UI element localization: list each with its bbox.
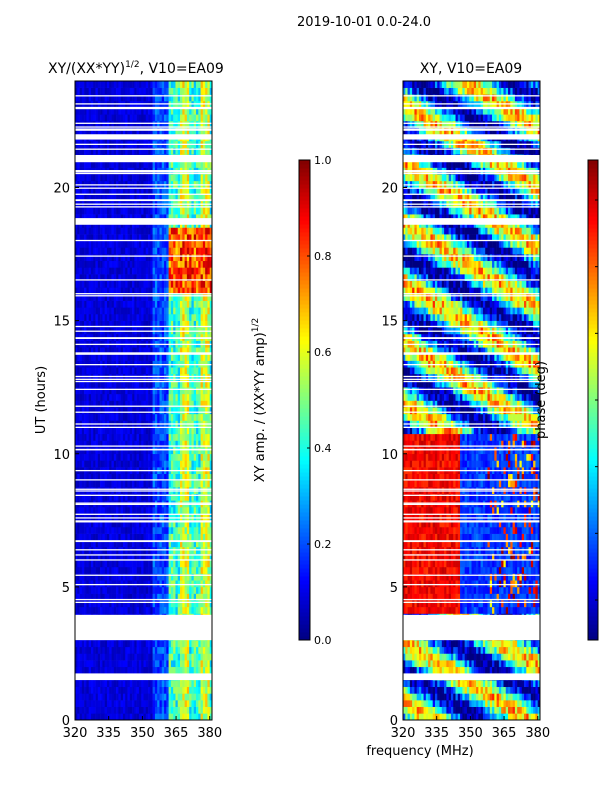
y-tick-label: 20 bbox=[53, 182, 70, 197]
colorbar-tick-label: 0.6 bbox=[314, 346, 332, 359]
amp-heatmap bbox=[75, 81, 213, 721]
amp-panel: XY/(XX*YY)1/2, V10=EA09 320 335 350 365 380 … bbox=[34, 60, 224, 741]
phase-colorbar: −150−100−50050100150 phase (deg) bbox=[534, 159, 599, 641]
amp-title-rest: , V10=EA09 bbox=[140, 61, 224, 77]
x-tick-label: 335 bbox=[96, 726, 121, 741]
y-tick-label: 10 bbox=[53, 448, 70, 463]
colorbar-tick-label: 1.0 bbox=[314, 154, 332, 167]
x-tick-label: 380 bbox=[525, 726, 550, 741]
amp-colorbar-ticks: 0.0 0.2 0.4 0.6 0.8 1.0 bbox=[307, 154, 332, 647]
colorbar-tick-label: 0.0 bbox=[314, 634, 332, 647]
phase-axes-frame bbox=[402, 80, 541, 721]
y-tick-label: 15 bbox=[381, 315, 398, 330]
y-tick-label: 0 bbox=[390, 714, 398, 729]
x-tick-label: 320 bbox=[63, 726, 88, 741]
phase-x-ticks: 320 335 350 365 380 bbox=[391, 716, 550, 741]
x-tick-label: 380 bbox=[197, 726, 222, 741]
x-tick-label: 335 bbox=[424, 726, 449, 741]
phase-panel: XY, V10=EA09 320 335 350 365 380 0 5 10 15 20 bbox=[381, 61, 550, 741]
x-tick-label: 350 bbox=[130, 726, 155, 741]
amp-cbar-label-main: XY amp. / (XX*YY amp) bbox=[253, 332, 268, 482]
phase-colorbar-label: phase (deg) bbox=[534, 361, 549, 439]
x-tick-label: 365 bbox=[492, 726, 517, 741]
phase-colorbar-gradient bbox=[588, 160, 598, 641]
colorbar-tick-label: 0.2 bbox=[314, 538, 332, 551]
suptitle: 2019-10-01 0.0-24.0 bbox=[297, 15, 431, 30]
amp-title-main: XY/(XX*YY) bbox=[48, 61, 125, 77]
y-tick-label: 0 bbox=[62, 714, 70, 729]
amp-colorbar-frame bbox=[298, 159, 311, 641]
phase-title: XY, V10=EA09 bbox=[420, 61, 522, 77]
amp-y-ticks: 0 5 10 15 20 bbox=[53, 182, 79, 729]
y-tick-label: 20 bbox=[381, 182, 398, 197]
x-tick-label: 350 bbox=[458, 726, 483, 741]
amp-x-ticks: 320 335 350 365 380 bbox=[63, 716, 222, 741]
y-tick-label: 15 bbox=[53, 315, 70, 330]
shared-xlabel: frequency (MHz) bbox=[366, 744, 473, 759]
y-tick-label: 10 bbox=[381, 448, 398, 463]
y-tick-label: 5 bbox=[62, 581, 70, 596]
amp-colorbar: 0.0 0.2 0.4 0.6 0.8 1.0 XY amp. / (XX*YY amp)… bbox=[251, 154, 332, 647]
x-tick-label: 320 bbox=[391, 726, 416, 741]
phase-colorbar-ticks: −150−100−50050100150 bbox=[595, 199, 598, 601]
amp-title-sup: 1/2 bbox=[125, 60, 139, 70]
amp-title: XY/(XX*YY)1/2, V10=EA09 bbox=[48, 60, 224, 77]
colorbar-tick-label: 0.8 bbox=[314, 250, 332, 263]
amp-colorbar-gradient bbox=[299, 160, 310, 641]
x-tick-label: 365 bbox=[164, 726, 189, 741]
colorbar-tick-label: 0.4 bbox=[314, 442, 332, 455]
amp-colorbar-label: XY amp. / (XX*YY amp)1/2 bbox=[251, 318, 268, 482]
y-tick-label: 5 bbox=[390, 581, 398, 596]
amp-axes-frame bbox=[74, 80, 213, 721]
amp-cbar-label-sup: 1/2 bbox=[251, 318, 261, 332]
phase-y-ticks: 0 5 10 15 20 bbox=[381, 182, 407, 729]
phase-heatmap bbox=[403, 81, 541, 721]
amp-ylabel: UT (hours) bbox=[34, 366, 49, 434]
